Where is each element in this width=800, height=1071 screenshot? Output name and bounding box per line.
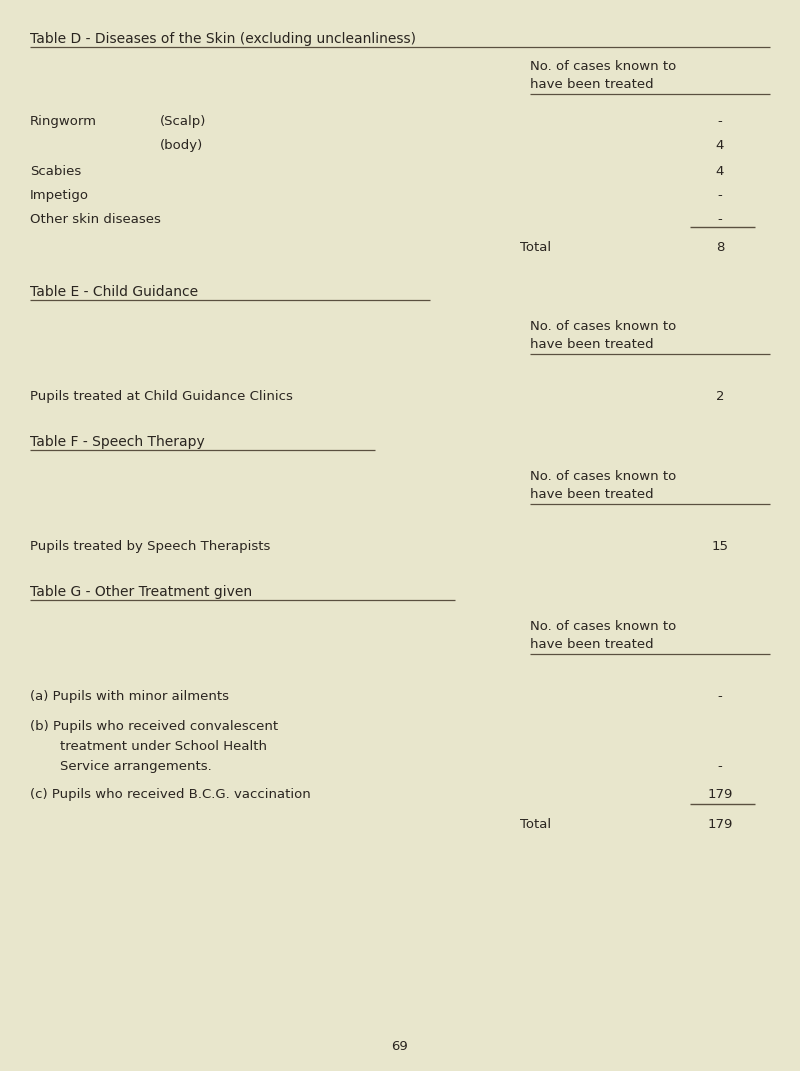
Text: Total: Total (520, 818, 551, 831)
Text: Other skin diseases: Other skin diseases (30, 213, 161, 226)
Text: (Scalp): (Scalp) (160, 115, 206, 129)
Text: Scabies: Scabies (30, 165, 82, 178)
Text: 69: 69 (392, 1040, 408, 1053)
Text: have been treated: have been treated (530, 488, 654, 501)
Text: No. of cases known to: No. of cases known to (530, 470, 676, 483)
Text: (c) Pupils who received B.C.G. vaccination: (c) Pupils who received B.C.G. vaccinati… (30, 788, 310, 801)
Text: -: - (718, 115, 722, 129)
Text: No. of cases known to: No. of cases known to (530, 320, 676, 333)
Text: have been treated: have been treated (530, 78, 654, 91)
Text: Table D - Diseases of the Skin (excluding uncleanliness): Table D - Diseases of the Skin (excludin… (30, 32, 416, 46)
Text: -: - (718, 213, 722, 226)
Text: treatment under School Health: treatment under School Health (60, 740, 267, 753)
Text: Service arrangements.: Service arrangements. (60, 760, 212, 773)
Text: Ringworm: Ringworm (30, 115, 97, 129)
Text: Pupils treated by Speech Therapists: Pupils treated by Speech Therapists (30, 540, 270, 553)
Text: -: - (718, 760, 722, 773)
Text: No. of cases known to: No. of cases known to (530, 620, 676, 633)
Text: Table E - Child Guidance: Table E - Child Guidance (30, 285, 198, 299)
Text: Table G - Other Treatment given: Table G - Other Treatment given (30, 585, 252, 599)
Text: 2: 2 (716, 390, 724, 403)
Text: have been treated: have been treated (530, 638, 654, 651)
Text: (body): (body) (160, 139, 203, 152)
Text: (b) Pupils who received convalescent: (b) Pupils who received convalescent (30, 720, 278, 733)
Text: Table F - Speech Therapy: Table F - Speech Therapy (30, 435, 205, 449)
Text: Impetigo: Impetigo (30, 188, 89, 202)
Text: 179: 179 (707, 788, 733, 801)
Text: -: - (718, 188, 722, 202)
Text: 8: 8 (716, 241, 724, 254)
Text: 15: 15 (711, 540, 729, 553)
Text: 4: 4 (716, 165, 724, 178)
Text: Total: Total (520, 241, 551, 254)
Text: -: - (718, 690, 722, 703)
Text: have been treated: have been treated (530, 338, 654, 351)
Text: 4: 4 (716, 139, 724, 152)
Text: Pupils treated at Child Guidance Clinics: Pupils treated at Child Guidance Clinics (30, 390, 293, 403)
Text: 179: 179 (707, 818, 733, 831)
Text: (a) Pupils with minor ailments: (a) Pupils with minor ailments (30, 690, 229, 703)
Text: No. of cases known to: No. of cases known to (530, 60, 676, 73)
